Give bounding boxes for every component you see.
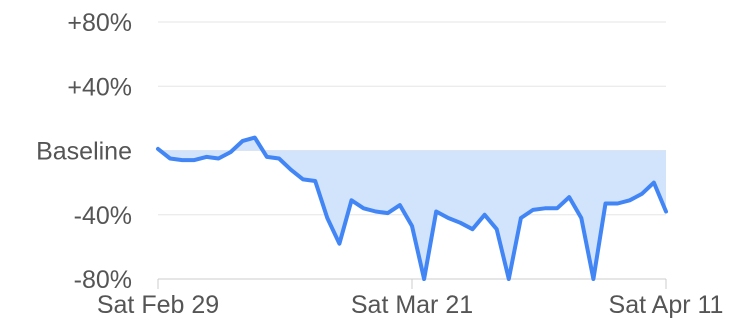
data-point-2020-03-13 <box>313 179 317 183</box>
data-point-2020-04-09 <box>640 192 644 196</box>
data-point-2020-03-12 <box>301 177 305 181</box>
data-point-2020-03-10 <box>277 157 281 161</box>
data-point-2020-03-07 <box>241 139 245 143</box>
data-point-2020-04-07 <box>616 202 620 206</box>
data-point-2020-03-24 <box>446 216 450 220</box>
data-point-2020-03-26 <box>471 227 475 231</box>
data-point-2020-03-23 <box>434 210 438 214</box>
y-axis-labels: +80% +40% Baseline -40% -80% <box>36 9 132 294</box>
y-tick-label-40: -40% <box>74 202 132 230</box>
x-axis-ticks <box>157 279 667 289</box>
y-tick-label-80: -80% <box>74 266 132 294</box>
data-point-2020-03-20 <box>398 203 402 207</box>
data-point-2020-03-19 <box>386 211 390 215</box>
y-tick-label-80: +80% <box>67 9 132 37</box>
data-point-2020-03-05 <box>217 157 221 161</box>
data-point-2020-03-27 <box>483 213 487 217</box>
area-fill <box>158 137 666 279</box>
data-point-2020-04-02 <box>555 206 559 210</box>
data-point-2020-03-17 <box>362 206 366 210</box>
data-point-2020-04-06 <box>604 202 608 206</box>
data-point-2020-03-22 <box>422 277 426 281</box>
data-point-2020-04-03 <box>567 195 571 199</box>
x-tick-label-sat-feb-29: Sat Feb 29 <box>97 291 219 319</box>
data-point-2020-03-08 <box>253 136 257 140</box>
data-point-2020-03-28 <box>495 227 499 231</box>
data-point-2020-03-15 <box>337 242 341 246</box>
data-point-2020-03-06 <box>229 150 233 154</box>
x-tick-label-sat-apr-11: Sat Apr 11 <box>609 291 724 319</box>
series-line <box>156 135 668 281</box>
data-point-2020-03-30 <box>519 216 523 220</box>
data-point-2020-04-10 <box>652 181 656 185</box>
data-point-2020-04-04 <box>579 216 583 220</box>
data-point-2020-03-16 <box>350 198 354 202</box>
data-point-2020-03-03 <box>192 158 196 162</box>
data-point-2020-04-01 <box>543 206 547 210</box>
data-point-2020-03-25 <box>458 221 462 225</box>
data-point-2020-03-09 <box>265 155 269 159</box>
data-point-2020-04-05 <box>591 277 595 281</box>
data-point-2020-03-21 <box>410 224 414 228</box>
data-point-2020-03-31 <box>531 208 535 212</box>
data-point-2020-03-14 <box>325 216 329 220</box>
data-point-2020-03-18 <box>374 210 378 214</box>
data-point-2020-04-11 <box>664 210 668 214</box>
data-point-2020-03-29 <box>507 277 511 281</box>
x-tick-label-sat-mar-21: Sat Mar 21 <box>351 291 473 319</box>
y-tick-label-40: +40% <box>67 73 132 101</box>
data-point-2020-04-08 <box>628 198 632 202</box>
data-point-2020-03-11 <box>289 168 293 172</box>
data-point-2020-02-29 <box>156 147 160 151</box>
data-point-2020-03-02 <box>180 158 184 162</box>
data-point-2020-03-04 <box>204 155 208 159</box>
data-point-2020-03-01 <box>168 157 172 161</box>
y-tick-label-baseline: Baseline <box>36 138 132 166</box>
x-axis-labels: Sat Feb 29 Sat Mar 21 Sat Apr 11 <box>97 291 724 319</box>
